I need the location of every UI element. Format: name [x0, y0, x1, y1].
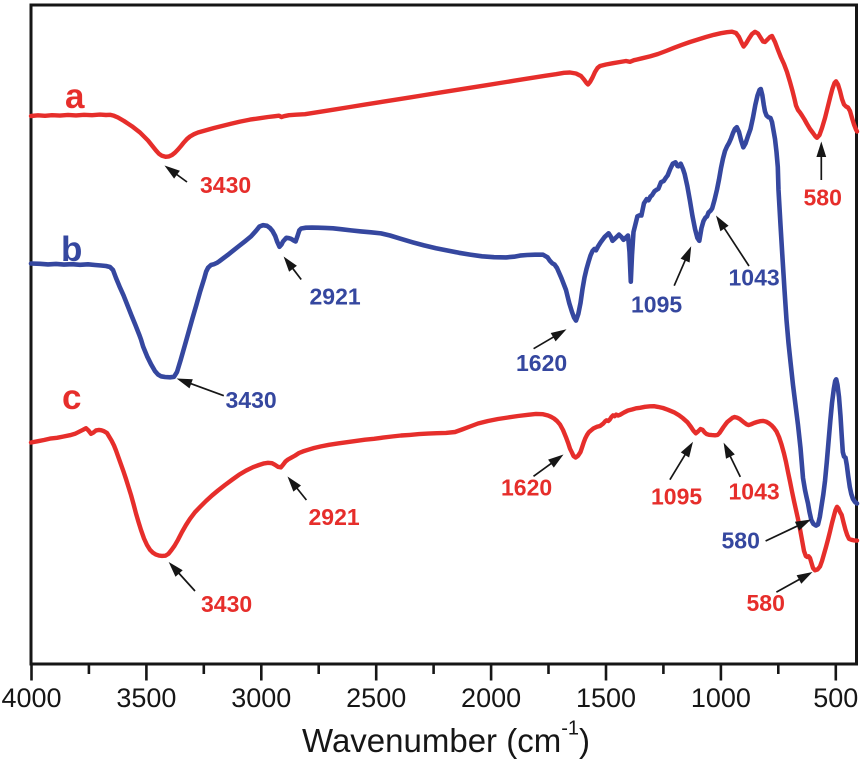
svg-text:580: 580: [747, 590, 785, 616]
svg-text:1620: 1620: [516, 350, 567, 376]
svg-text:580: 580: [804, 185, 842, 211]
svg-text:3430: 3430: [200, 172, 251, 198]
svg-text:1043: 1043: [729, 479, 780, 505]
svg-text:3000: 3000: [231, 683, 291, 713]
svg-text:1620: 1620: [501, 474, 552, 500]
svg-text:1000: 1000: [691, 683, 751, 713]
svg-text:1500: 1500: [576, 683, 636, 713]
svg-text:2921: 2921: [309, 504, 360, 530]
svg-text:500: 500: [813, 683, 858, 713]
svg-text:c: c: [62, 378, 81, 417]
svg-text:1043: 1043: [729, 265, 780, 291]
svg-text:3430: 3430: [201, 591, 252, 617]
svg-text:1095: 1095: [651, 483, 702, 509]
svg-text:b: b: [61, 230, 82, 269]
svg-text:Wavenumber (cm-1): Wavenumber (cm-1): [302, 718, 590, 760]
svg-text:a: a: [65, 77, 85, 116]
svg-text:2500: 2500: [346, 683, 406, 713]
svg-text:2000: 2000: [461, 683, 521, 713]
svg-text:580: 580: [722, 527, 760, 553]
svg-text:4000: 4000: [1, 683, 61, 713]
svg-text:1095: 1095: [631, 292, 682, 318]
svg-text:2921: 2921: [310, 284, 361, 310]
svg-text:3500: 3500: [116, 683, 176, 713]
svg-text:3430: 3430: [226, 387, 277, 413]
